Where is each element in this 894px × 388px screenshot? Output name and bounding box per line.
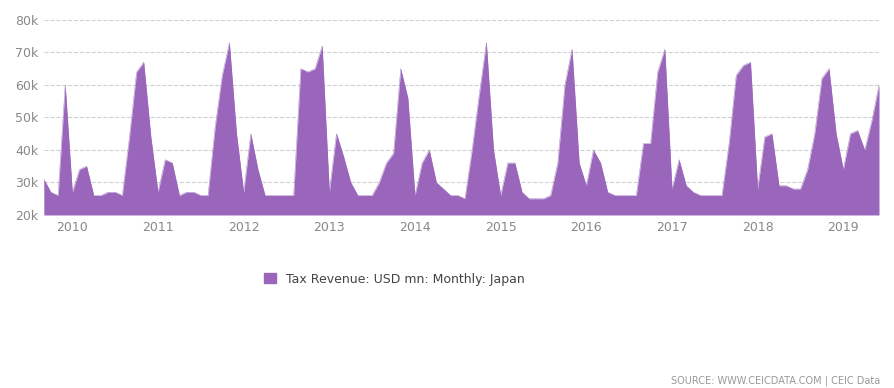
Legend: Tax Revenue: USD mn: Monthly: Japan: Tax Revenue: USD mn: Monthly: Japan [259,268,530,291]
Text: SOURCE: WWW.CEICDATA.COM | CEIC Data: SOURCE: WWW.CEICDATA.COM | CEIC Data [671,376,881,386]
